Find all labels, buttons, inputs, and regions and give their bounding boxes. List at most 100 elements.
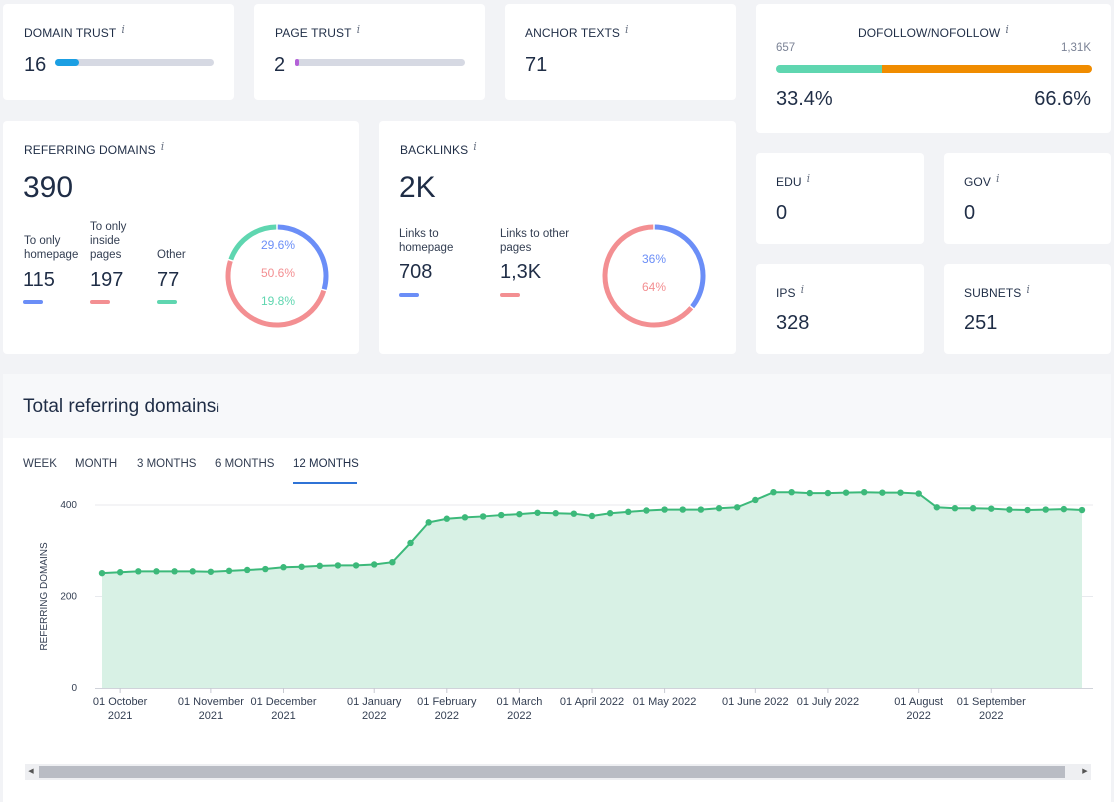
nofollow-pct: 66.6% xyxy=(1034,88,1091,110)
tab-12-months[interactable]: 12 MONTHS xyxy=(293,458,359,470)
x-tick-label: 2022 xyxy=(507,710,531,722)
data-point xyxy=(280,564,287,571)
x-tick-label: 01 July 2022 xyxy=(797,696,859,708)
data-point xyxy=(1060,505,1068,513)
info-icon[interactable]: i xyxy=(625,23,629,36)
area-fill xyxy=(102,492,1082,688)
scroll-left-arrow[interactable]: ◀ xyxy=(28,768,34,775)
subnets-value: 251 xyxy=(964,312,998,334)
y-axis-label: REFERRING DOMAINS xyxy=(39,542,50,651)
links-to-homepage-label: Links to homepage xyxy=(399,228,454,254)
x-tick-label: 2022 xyxy=(906,710,930,722)
data-point xyxy=(752,496,759,504)
links-to-other-pages-value: 1,3K xyxy=(500,261,542,283)
x-tick-label: 01 June 2022 xyxy=(722,696,789,708)
chart-scrollbar[interactable]: ◀ ▶ xyxy=(25,764,1091,780)
data-point xyxy=(352,562,360,569)
data-point xyxy=(389,558,396,566)
scroll-right-arrow[interactable]: ▶ xyxy=(1082,768,1088,775)
page-trust-bar-fill xyxy=(295,59,299,66)
x-tick-label: 2021 xyxy=(108,710,132,722)
data-point xyxy=(879,489,886,496)
domain-trust-bar xyxy=(55,59,214,66)
backlinks-donut-segment-1 xyxy=(602,224,694,328)
anchor-texts-value: 71 xyxy=(525,54,548,76)
anchor-texts-title: ANCHOR TEXTS i xyxy=(525,23,629,40)
data-point xyxy=(116,569,124,576)
data-point xyxy=(715,505,723,512)
x-tick-label: 01 October xyxy=(93,696,148,708)
edu-card: EDU i 0 xyxy=(756,153,924,244)
x-tick-label: 01 August xyxy=(894,696,943,708)
info-icon[interactable]: i xyxy=(800,283,805,296)
y-tick-label: 0 xyxy=(71,683,77,694)
tab-week[interactable]: WEEK xyxy=(23,458,57,470)
data-point xyxy=(951,505,959,512)
data-point xyxy=(207,568,215,575)
info-icon[interactable]: i xyxy=(121,23,125,36)
tab-6-months[interactable]: 6 MONTHS xyxy=(215,458,275,470)
backlinks-card: BACKLINKS i 2K Links to homepage 708 Links… xyxy=(379,121,736,354)
anchor-texts-card: ANCHOR TEXTS i 71 xyxy=(505,4,736,100)
subnets-title: SUBNETS i xyxy=(964,283,1031,300)
to-only-inside-pages-label: To only inside pages xyxy=(90,221,127,261)
tab-month[interactable]: MONTH xyxy=(75,458,118,470)
domain-trust-bar-fill xyxy=(55,59,79,66)
tab-3-months[interactable]: 3 MONTHS xyxy=(137,458,197,470)
chart-panel: WEEK MONTH 3 MONTHS 6 MONTHS 12 MONTHS 4… xyxy=(3,438,1111,802)
data-point xyxy=(516,510,523,518)
x-tick-label: 01 March xyxy=(496,696,542,708)
to-only-homepage-value: 115 xyxy=(23,269,55,291)
info-icon[interactable]: i xyxy=(995,172,1000,185)
info-icon[interactable]: i xyxy=(160,140,165,153)
links-to-homepage-swatch xyxy=(399,293,419,297)
page-trust-title: PAGE TRUST i xyxy=(275,23,361,40)
data-point xyxy=(1024,506,1031,514)
info-icon[interactable]: i xyxy=(1005,23,1009,36)
x-tick-label: 01 September xyxy=(957,696,1026,708)
donut-label-other-pages: 64% xyxy=(641,280,667,294)
data-point xyxy=(479,513,487,520)
to-only-homepage-label: To only homepage xyxy=(24,235,79,261)
data-point xyxy=(842,489,850,496)
data-point xyxy=(425,519,432,526)
data-point xyxy=(189,568,196,575)
y-tick-label: 400 xyxy=(60,500,77,511)
data-point xyxy=(153,568,160,575)
referring-domains-value: 390 xyxy=(23,171,74,204)
x-tick-label: 2022 xyxy=(979,710,1003,722)
scrollbar-thumb[interactable] xyxy=(39,766,1065,778)
backlinks-title: BACKLINKS i xyxy=(400,140,477,157)
info-icon[interactable]: i xyxy=(356,23,361,36)
page-trust-bar xyxy=(295,59,465,66)
dofollow-nofollow-card: DOFOLLOW/NOFOLLOW i 657 1,31K 33.4% 66.6% xyxy=(756,4,1111,133)
data-point xyxy=(316,562,323,570)
info-icon[interactable]: i xyxy=(1026,283,1031,296)
gov-title: GOV i xyxy=(964,172,1000,189)
data-point xyxy=(697,506,705,513)
data-point xyxy=(969,505,977,512)
backlinks-donut-segment-0 xyxy=(654,224,706,309)
data-point xyxy=(371,561,378,568)
data-point xyxy=(461,514,469,521)
data-point xyxy=(243,566,251,574)
dofollow-pct: 33.4% xyxy=(776,88,833,110)
data-point xyxy=(443,515,451,522)
page-trust-value: 2 xyxy=(274,54,286,76)
other-swatch xyxy=(157,300,177,304)
backlinks-donut xyxy=(602,224,706,328)
data-point xyxy=(897,489,904,496)
domain-trust-title: DOMAIN TRUST i xyxy=(24,23,125,40)
x-tick-label: 01 April 2022 xyxy=(560,696,624,708)
info-icon[interactable]: i xyxy=(473,140,477,153)
dofollow-title: DOFOLLOW/NOFOLLOW i xyxy=(857,23,1009,40)
chart-section-title: Total referring domainsi xyxy=(23,396,219,417)
other-label: Other xyxy=(157,249,186,261)
info-icon[interactable]: i xyxy=(216,401,219,415)
info-icon[interactable]: i xyxy=(806,172,811,185)
gov-card: GOV i 0 xyxy=(944,153,1111,244)
data-point xyxy=(298,563,305,570)
ips-value: 328 xyxy=(776,312,810,334)
to-only-homepage-swatch xyxy=(23,300,43,304)
ips-card: IPS i 328 xyxy=(756,264,924,354)
